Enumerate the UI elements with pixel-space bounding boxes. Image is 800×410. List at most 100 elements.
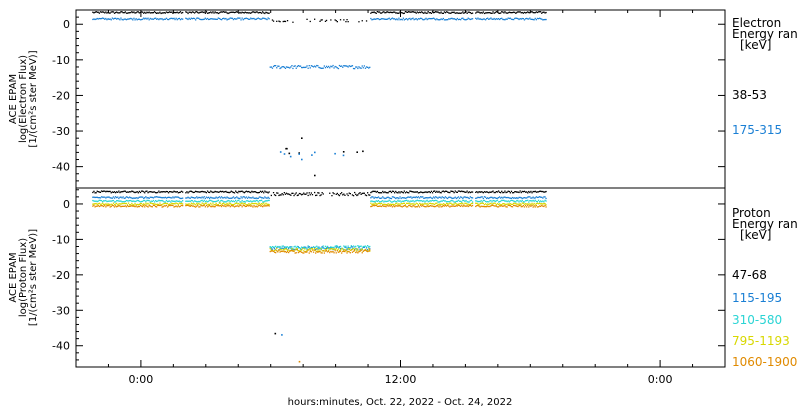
data-point xyxy=(127,12,130,14)
data-point xyxy=(233,18,236,20)
data-point xyxy=(230,11,232,13)
data-point xyxy=(182,11,184,14)
data-point xyxy=(246,197,249,199)
data-point xyxy=(392,200,395,203)
data-point xyxy=(288,193,290,195)
data-point xyxy=(330,247,332,249)
data-point xyxy=(464,200,466,202)
data-point xyxy=(515,205,517,207)
data-point xyxy=(131,11,133,13)
data-point xyxy=(182,205,184,207)
data-point xyxy=(149,202,151,204)
data-point xyxy=(481,191,483,193)
data-point xyxy=(205,204,208,206)
data-point xyxy=(541,203,543,205)
data-point xyxy=(382,200,384,202)
data-point xyxy=(526,11,528,14)
data-point xyxy=(361,247,363,249)
data-point xyxy=(401,203,403,205)
data-point xyxy=(108,196,110,198)
data-point xyxy=(462,199,464,201)
data-point xyxy=(233,197,236,199)
data-point xyxy=(229,191,231,193)
data-point xyxy=(225,203,227,206)
data-point xyxy=(235,190,237,192)
data-point xyxy=(439,12,441,14)
data-point xyxy=(331,195,333,197)
data-point xyxy=(292,21,294,23)
data-point xyxy=(333,252,335,254)
data-point xyxy=(173,197,175,199)
data-point xyxy=(381,200,383,202)
data-point xyxy=(199,201,201,203)
data-point xyxy=(298,192,301,195)
data-point xyxy=(124,18,126,20)
data-point xyxy=(193,200,196,202)
data-point xyxy=(441,12,443,14)
data-point xyxy=(171,204,173,206)
data-point xyxy=(479,206,481,208)
data-point xyxy=(218,191,221,193)
data-point xyxy=(143,204,145,206)
data-point xyxy=(451,197,453,199)
data-point xyxy=(515,12,517,14)
data-point xyxy=(478,18,480,20)
data-point xyxy=(151,200,153,203)
data-point xyxy=(471,12,474,14)
data-point xyxy=(134,19,136,21)
data-point xyxy=(187,192,189,194)
data-point xyxy=(507,12,509,14)
data-point xyxy=(335,246,337,248)
data-point xyxy=(545,197,547,200)
data-point xyxy=(238,12,240,14)
data-point xyxy=(434,190,436,192)
data-point xyxy=(422,200,424,203)
data-point xyxy=(461,196,463,199)
proton-ytick-label: -30 xyxy=(52,304,70,317)
data-point xyxy=(106,205,108,207)
data-point xyxy=(491,204,493,206)
data-point xyxy=(387,11,389,13)
data-point xyxy=(138,12,140,14)
data-point xyxy=(310,192,312,194)
data-point xyxy=(263,192,265,194)
data-point xyxy=(265,18,267,20)
data-point xyxy=(462,190,464,193)
data-point xyxy=(206,201,209,203)
data-point xyxy=(426,12,428,14)
data-point xyxy=(358,66,360,68)
data-point xyxy=(268,191,270,193)
data-point xyxy=(382,18,384,20)
data-point xyxy=(358,192,360,195)
data-point xyxy=(157,196,159,198)
data-point xyxy=(96,196,98,198)
data-point xyxy=(270,250,272,252)
data-point xyxy=(132,19,134,21)
data-point xyxy=(518,11,520,13)
data-point xyxy=(407,202,409,205)
data-point xyxy=(122,19,124,21)
data-point xyxy=(215,202,217,204)
data-point xyxy=(173,11,175,14)
data-point xyxy=(204,12,206,14)
data-point xyxy=(311,194,314,196)
data-point xyxy=(530,203,532,206)
data-point xyxy=(452,203,454,205)
data-point xyxy=(409,17,411,20)
data-point xyxy=(200,191,202,193)
data-point xyxy=(186,203,188,206)
data-point xyxy=(315,248,317,251)
data-point xyxy=(217,196,219,199)
data-point xyxy=(190,12,192,14)
data-point xyxy=(497,197,500,199)
data-point xyxy=(492,11,494,13)
data-point xyxy=(188,191,190,193)
data-point xyxy=(177,192,179,194)
data-point xyxy=(452,11,454,14)
data-point xyxy=(192,205,195,207)
data-point xyxy=(365,250,368,252)
data-point xyxy=(267,204,269,206)
data-point xyxy=(166,18,169,21)
data-point xyxy=(539,196,541,198)
data-point xyxy=(428,12,430,14)
